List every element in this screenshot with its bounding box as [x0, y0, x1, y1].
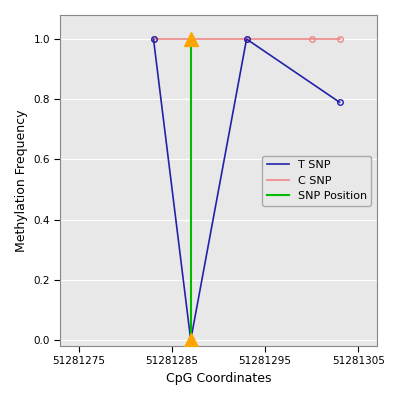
Point — [188, 337, 194, 343]
Point — [188, 36, 194, 42]
Y-axis label: Methylation Frequency: Methylation Frequency — [15, 109, 28, 252]
X-axis label: CpG Coordinates: CpG Coordinates — [166, 372, 271, 385]
Legend: T SNP, C SNP, SNP Position: T SNP, C SNP, SNP Position — [262, 156, 371, 206]
